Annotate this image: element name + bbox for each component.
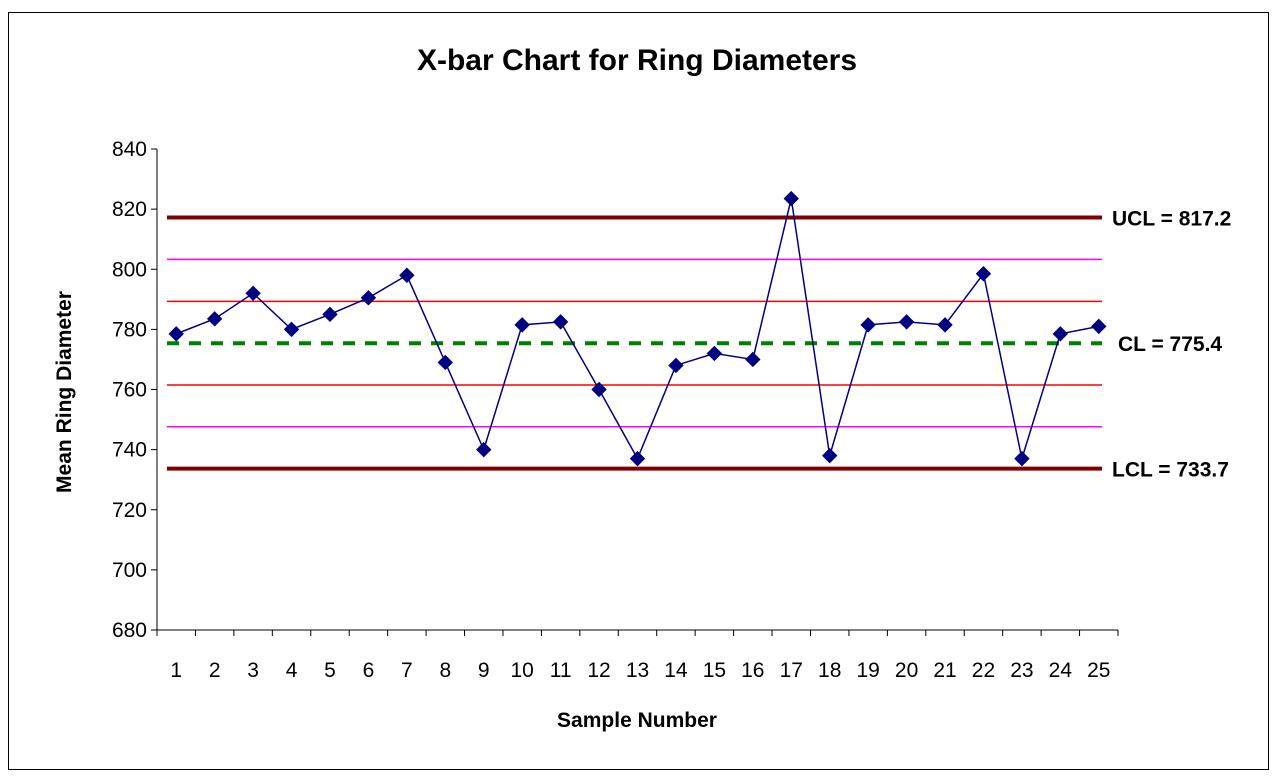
- data-point-14: [668, 357, 684, 374]
- x-tick-label-20: 21: [933, 659, 956, 682]
- chart-title: X-bar Chart for Ring Diameters: [417, 44, 857, 77]
- x-tick-label-24: 25: [1087, 659, 1110, 682]
- chart-frame: [8, 12, 1269, 770]
- data-point-12: [591, 381, 607, 398]
- x-tick-label-4: 5: [324, 659, 336, 682]
- x-tick-label-14: 15: [703, 659, 726, 682]
- x-tick-label-11: 12: [587, 659, 610, 682]
- x-tick-label-17: 18: [818, 659, 841, 682]
- y-tick-label-0: 680: [112, 619, 147, 642]
- data-point-16: [745, 351, 761, 368]
- y-tick-label-2: 720: [112, 499, 147, 522]
- data-point-1: [168, 326, 184, 342]
- y-tick-label-3: 740: [112, 439, 147, 462]
- x-tick-label-8: 9: [478, 659, 490, 682]
- x-tick-label-15: 16: [741, 659, 764, 682]
- y-tick-label-4: 760: [112, 379, 147, 402]
- control-lines: UCL = 817.2 CL = 775.4 LCL = 733.7: [167, 208, 1231, 482]
- y-axis-label: Mean Ring Diameter: [53, 291, 76, 493]
- x-tick-label-18: 19: [856, 659, 879, 682]
- control-line-label-1: CL = 775.4: [1118, 333, 1222, 356]
- x-tick-label-10: 11: [550, 659, 572, 682]
- x-tick-label-21: 22: [972, 659, 995, 682]
- series-line-0: [175, 198, 1099, 461]
- x-tick-label-9: 10: [511, 659, 534, 682]
- data-point-19: [860, 317, 876, 333]
- data-point-11: [552, 314, 569, 330]
- x-tick-label-0: 1: [170, 659, 182, 682]
- x-tick-label-23: 24: [1049, 659, 1073, 682]
- data-point-4: [283, 321, 300, 338]
- data-point-6: [360, 290, 377, 306]
- x-tick-label-2: 3: [247, 659, 259, 682]
- data-point-8: [437, 354, 454, 371]
- data-point-18: [821, 447, 838, 464]
- data-point-10: [514, 317, 530, 333]
- data-point-24: [1052, 326, 1069, 342]
- x-tick-label-13: 14: [664, 659, 688, 682]
- x-tick-label-7: 8: [439, 659, 451, 682]
- control-line-label-2: LCL = 733.7: [1112, 459, 1229, 482]
- x-tick-label-5: 6: [363, 659, 375, 682]
- data-point-15: [706, 345, 723, 362]
- data-point-7: [399, 267, 415, 283]
- x-tick-label-16: 17: [780, 659, 803, 682]
- data-point-17: [783, 190, 799, 207]
- data-point-20: [898, 314, 915, 330]
- x-tick-label-22: 23: [1010, 659, 1033, 682]
- data-point-2: [206, 311, 223, 327]
- data-series: [168, 190, 1107, 467]
- data-point-25: [1091, 318, 1107, 335]
- x-tick-label-19: 20: [895, 659, 918, 682]
- y-tick-label-8: 840: [112, 138, 147, 161]
- data-point-23: [1014, 450, 1030, 467]
- data-point-9: [476, 441, 492, 458]
- y-tick-label-5: 780: [112, 318, 147, 341]
- y-tick-label-7: 820: [112, 198, 147, 221]
- x-tick-label-1: 2: [209, 659, 221, 682]
- data-point-13: [629, 450, 646, 467]
- control-line-label-0: UCL = 817.2: [1112, 208, 1231, 231]
- data-point-5: [322, 306, 338, 323]
- x-tick-label-6: 7: [401, 659, 413, 682]
- data-point-21: [937, 317, 953, 333]
- x-tick-label-12: 13: [626, 659, 649, 682]
- x-axis-label: Sample Number: [557, 709, 717, 732]
- data-point-3: [245, 285, 261, 302]
- x-tick-label-3: 4: [286, 659, 298, 682]
- data-point-22: [975, 266, 992, 282]
- y-tick-label-1: 700: [112, 559, 147, 582]
- y-tick-label-6: 800: [112, 258, 147, 281]
